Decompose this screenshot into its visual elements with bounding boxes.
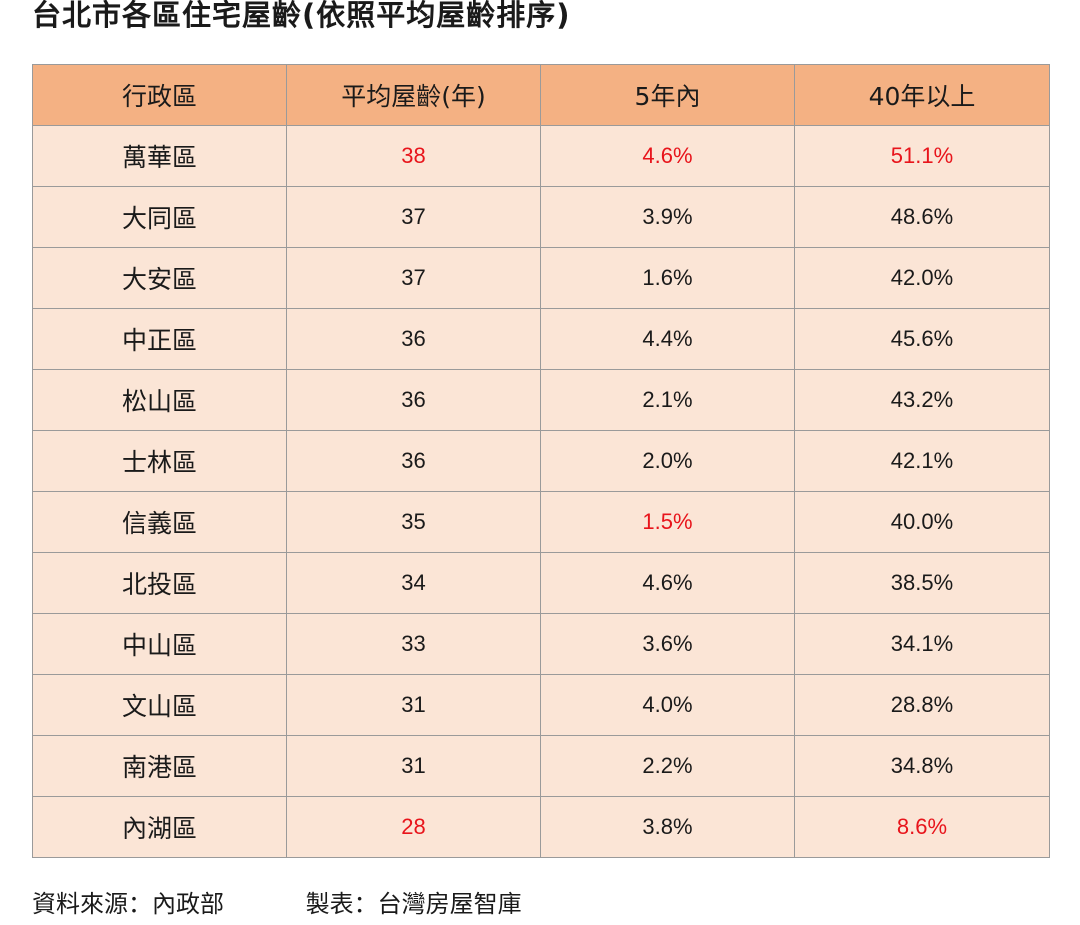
avg-age-cell: 33 (286, 613, 541, 675)
district-cell: 士林區 (32, 430, 287, 492)
within-5y-cell: 2.2% (540, 735, 795, 797)
over-40y-cell: 28.8% (794, 674, 1050, 736)
over-40y-cell: 43.2% (794, 369, 1050, 431)
over-40y-cell: 38.5% (794, 552, 1050, 614)
avg-age-cell: 34 (286, 552, 541, 614)
avg-age-cell: 38 (286, 125, 541, 187)
table-row: 萬華區 38 4.6% 51.1% (32, 125, 1050, 187)
avg-age-cell: 35 (286, 491, 541, 553)
over-40y-cell: 8.6% (794, 796, 1050, 858)
table-row: 中山區 33 3.6% 34.1% (32, 613, 1050, 675)
table-row: 內湖區 28 3.8% 8.6% (32, 796, 1050, 858)
over-40y-cell: 34.8% (794, 735, 1050, 797)
within-5y-cell: 2.1% (540, 369, 795, 431)
within-5y-cell: 1.6% (540, 247, 795, 309)
avg-age-cell: 31 (286, 735, 541, 797)
district-cell: 文山區 (32, 674, 287, 736)
within-5y-cell: 2.0% (540, 430, 795, 492)
within-5y-cell: 4.6% (540, 552, 795, 614)
maker-note: 製表：台灣房屋智庫 (305, 890, 522, 918)
district-cell: 大安區 (32, 247, 287, 309)
header-within-5y: 5年內 (540, 64, 795, 126)
header-over-40y: 40年以上 (794, 64, 1050, 126)
within-5y-cell: 1.5% (540, 491, 795, 553)
page-title: 台北市各區住宅屋齡(依照平均屋齡排序) (32, 0, 571, 32)
header-avg-age: 平均屋齡(年) (286, 64, 541, 126)
over-40y-cell: 51.1% (794, 125, 1050, 187)
table-row: 士林區 36 2.0% 42.1% (32, 430, 1050, 492)
avg-age-cell: 37 (286, 186, 541, 248)
over-40y-cell: 40.0% (794, 491, 1050, 553)
within-5y-cell: 3.8% (540, 796, 795, 858)
district-cell: 松山區 (32, 369, 287, 431)
over-40y-cell: 34.1% (794, 613, 1050, 675)
district-cell: 信義區 (32, 491, 287, 553)
table-row: 大安區 37 1.6% 42.0% (32, 247, 1050, 309)
table-row: 信義區 35 1.5% 40.0% (32, 491, 1050, 553)
table-header-row: 行政區 平均屋齡(年) 5年內 40年以上 (32, 64, 1050, 126)
table-row: 松山區 36 2.1% 43.2% (32, 369, 1050, 431)
header-district: 行政區 (32, 64, 287, 126)
over-40y-cell: 42.1% (794, 430, 1050, 492)
over-40y-cell: 42.0% (794, 247, 1050, 309)
district-cell: 大同區 (32, 186, 287, 248)
district-cell: 萬華區 (32, 125, 287, 187)
district-cell: 內湖區 (32, 796, 287, 858)
avg-age-cell: 36 (286, 308, 541, 370)
district-cell: 中山區 (32, 613, 287, 675)
district-cell: 北投區 (32, 552, 287, 614)
source-note: 資料來源：內政部 (32, 890, 224, 918)
district-cell: 南港區 (32, 735, 287, 797)
within-5y-cell: 3.6% (540, 613, 795, 675)
table-row: 北投區 34 4.6% 38.5% (32, 552, 1050, 614)
table-row: 文山區 31 4.0% 28.8% (32, 674, 1050, 736)
avg-age-cell: 36 (286, 430, 541, 492)
footer: 資料來源：內政部 製表：台灣房屋智庫 (32, 884, 522, 924)
over-40y-cell: 45.6% (794, 308, 1050, 370)
avg-age-cell: 37 (286, 247, 541, 309)
district-cell: 中正區 (32, 308, 287, 370)
avg-age-cell: 31 (286, 674, 541, 736)
house-age-table: 行政區 平均屋齡(年) 5年內 40年以上 萬華區 38 4.6% 51.1% … (32, 64, 1050, 858)
table-row: 大同區 37 3.9% 48.6% (32, 186, 1050, 248)
table-row: 南港區 31 2.2% 34.8% (32, 735, 1050, 797)
over-40y-cell: 48.6% (794, 186, 1050, 248)
within-5y-cell: 4.0% (540, 674, 795, 736)
table-row: 中正區 36 4.4% 45.6% (32, 308, 1050, 370)
avg-age-cell: 36 (286, 369, 541, 431)
within-5y-cell: 4.4% (540, 308, 795, 370)
within-5y-cell: 3.9% (540, 186, 795, 248)
avg-age-cell: 28 (286, 796, 541, 858)
within-5y-cell: 4.6% (540, 125, 795, 187)
